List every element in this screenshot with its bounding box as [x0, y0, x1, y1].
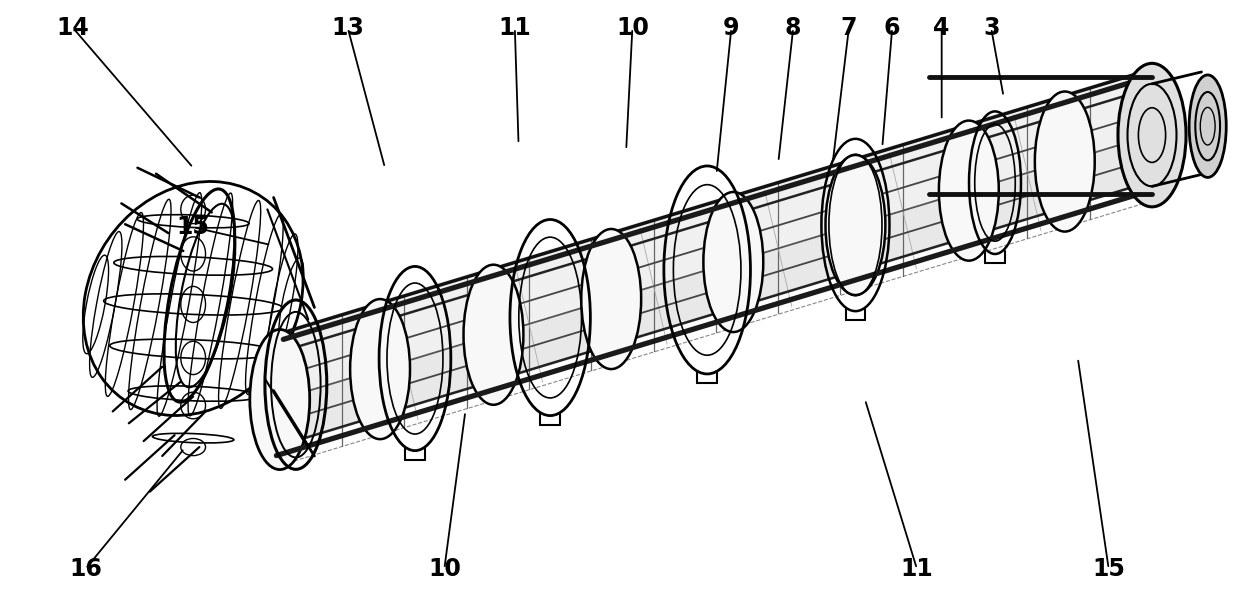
- Text: 14: 14: [57, 16, 89, 40]
- Text: 4: 4: [934, 16, 950, 40]
- Ellipse shape: [1122, 65, 1182, 205]
- Ellipse shape: [826, 155, 885, 295]
- Text: 8: 8: [785, 16, 801, 40]
- Ellipse shape: [464, 264, 523, 405]
- Text: 15: 15: [1092, 557, 1125, 581]
- Text: 11: 11: [498, 16, 531, 40]
- Ellipse shape: [350, 299, 410, 439]
- Text: 10: 10: [616, 16, 649, 40]
- Text: 9: 9: [723, 16, 739, 40]
- Polygon shape: [280, 67, 1152, 399]
- Text: 13: 13: [331, 16, 365, 40]
- Ellipse shape: [249, 330, 310, 470]
- Text: 7: 7: [841, 16, 857, 40]
- Ellipse shape: [939, 121, 998, 261]
- Ellipse shape: [1118, 63, 1185, 207]
- Text: 11: 11: [900, 557, 934, 581]
- Ellipse shape: [582, 229, 641, 369]
- Text: 15: 15: [177, 215, 210, 239]
- Text: 16: 16: [69, 557, 102, 581]
- Ellipse shape: [703, 192, 764, 332]
- Polygon shape: [280, 135, 1152, 447]
- Text: 3: 3: [983, 16, 999, 40]
- Ellipse shape: [1035, 91, 1095, 232]
- Text: 6: 6: [884, 16, 900, 40]
- Text: 10: 10: [428, 557, 461, 581]
- Ellipse shape: [1189, 75, 1226, 177]
